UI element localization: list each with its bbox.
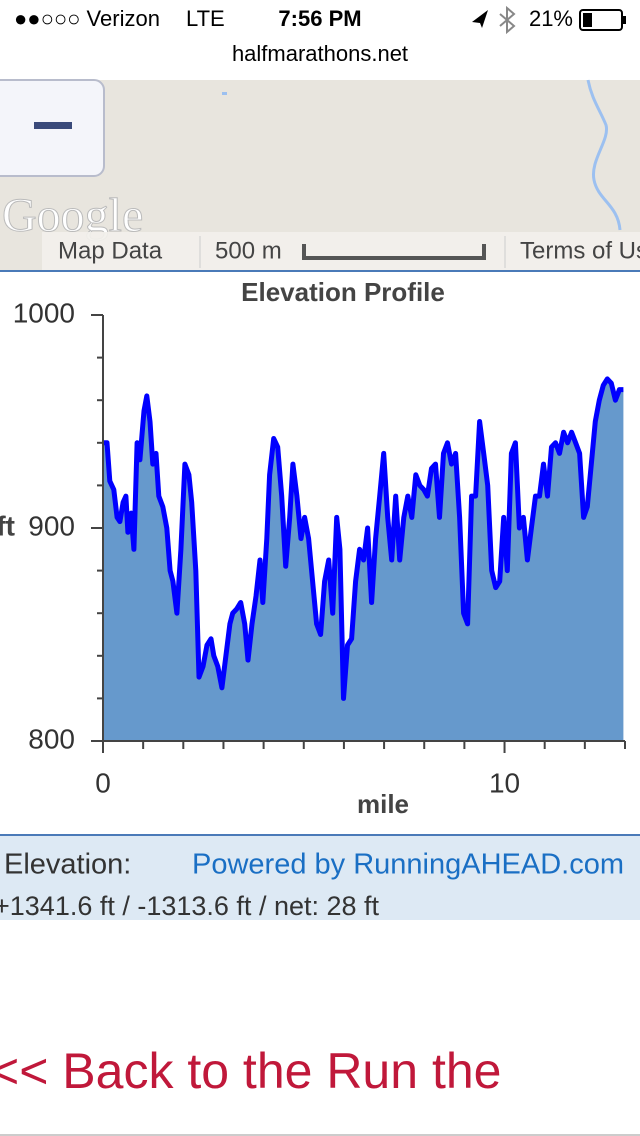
y-axis-label: ft	[0, 510, 15, 541]
powered-by-link[interactable]: Powered by RunningAHEAD.com	[192, 849, 624, 881]
chart-title: Elevation Profile	[241, 277, 445, 307]
elevation-line	[103, 376, 624, 701]
y-tick-label: 900	[28, 510, 75, 541]
x-tick-label: 0	[95, 767, 111, 798]
map-data[interactable]: Map Data	[58, 237, 163, 264]
y-tick-label: 800	[28, 723, 75, 754]
network: LTE	[186, 6, 225, 31]
battery-text: 21%	[529, 6, 573, 31]
river	[586, 79, 622, 231]
url: halfmarathons.net	[232, 41, 408, 66]
x-axis-label: mile	[357, 789, 409, 819]
zoom-out-icon	[34, 122, 72, 129]
scale-bar	[302, 244, 486, 260]
elevation-summary: +1341.6 ft / -1313.6 ft / net: 28 ft	[0, 891, 380, 921]
time: 7:56 PM	[278, 6, 361, 31]
status-bar-bg	[0, 0, 640, 80]
map-terms[interactable]: Terms of Use	[520, 237, 640, 264]
elevation-chart: Elevation Profile ft mile 800 900 1000 0 10	[0, 277, 626, 819]
map-attribution-bar	[42, 232, 640, 270]
battery-tip	[623, 16, 626, 24]
carrier: ●●○○○ Verizon	[14, 6, 160, 31]
map-water	[222, 92, 227, 95]
footer-bg	[0, 835, 640, 920]
map-scale: 500 m	[215, 237, 282, 264]
bluetooth-icon	[499, 5, 516, 35]
location-icon	[472, 10, 488, 28]
y-tick-label: 1000	[13, 297, 75, 328]
battery-level	[583, 13, 592, 27]
elevation-label: Elevation:	[4, 849, 131, 881]
x-tick-label: 10	[489, 767, 520, 798]
back-link[interactable]: << Back to the Run the	[0, 1043, 501, 1099]
battery-icon	[579, 9, 623, 31]
